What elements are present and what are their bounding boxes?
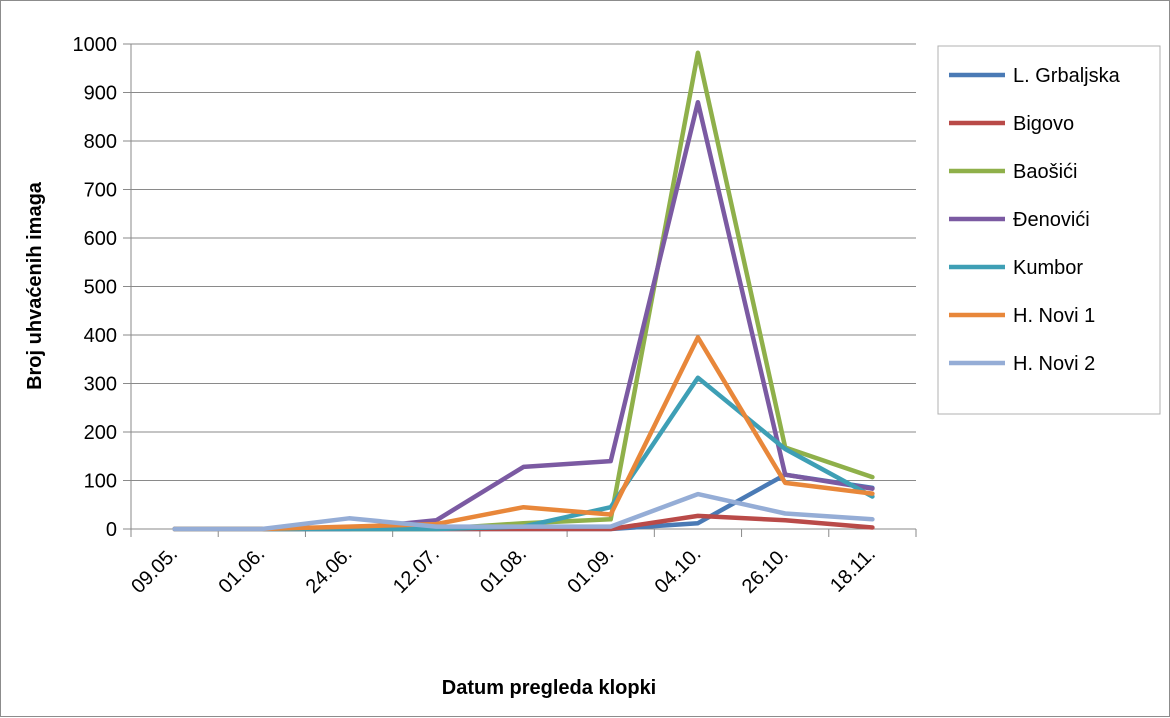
- series-line: [172, 99, 875, 532]
- x-tick-label: 12.07.: [389, 543, 444, 598]
- y-tick-label: 700: [84, 180, 117, 202]
- y-tick-label: 800: [84, 131, 117, 153]
- series-line: [172, 491, 875, 532]
- series-line: [172, 335, 875, 532]
- x-axis-title: Datum pregleda klopki: [442, 677, 657, 699]
- y-tick-label: 100: [84, 471, 117, 493]
- series-lines: [172, 50, 875, 532]
- x-tick-label: 24.06.: [302, 543, 357, 598]
- y-tick-label: 900: [84, 83, 117, 105]
- y-tick-label: 0: [106, 519, 117, 541]
- legend-label: L. Grbaljska: [1013, 65, 1121, 87]
- legend-label: Bigovo: [1013, 113, 1074, 135]
- legend: L. Grbaljska Bigovo Baošići Đenovići Kumbor H…: [937, 45, 1161, 415]
- y-tick-label: 300: [84, 374, 117, 396]
- x-tick-label: 09.05.: [127, 543, 182, 598]
- gridlines: [131, 43, 916, 530]
- x-tick-label: 04.10.: [651, 543, 706, 598]
- x-tick-label: 26.10.: [738, 543, 793, 598]
- y-tick-label: 500: [84, 277, 117, 299]
- y-tick-label: 200: [84, 422, 117, 444]
- legend-label: H. Novi 2: [1013, 353, 1095, 375]
- y-tick-label: 600: [84, 228, 117, 250]
- y-tick-label: 400: [84, 325, 117, 347]
- x-tick-label: 01.09.: [563, 543, 618, 598]
- axes: [123, 43, 917, 537]
- x-tick-label: 01.06.: [214, 543, 269, 598]
- legend-label: Đenovići: [1013, 209, 1090, 231]
- legend-box: [937, 45, 1161, 415]
- legend-label: Baošići: [1013, 161, 1077, 183]
- x-tick-label: 18.11.: [826, 543, 880, 597]
- legend-label: H. Novi 1: [1013, 305, 1095, 327]
- x-tick-labels: 09.05. 01.06. 24.06. 12.07. 01.08. 01.09. 04.1…: [127, 543, 880, 598]
- y-axis-title: Broj uhvaćenih imaga: [24, 181, 46, 390]
- y-tick-label: 1000: [73, 34, 118, 56]
- legend-label: Kumbor: [1013, 257, 1083, 279]
- y-tick-labels: 0 100 200 300 400 500 600 700 800 900 1000: [73, 34, 118, 541]
- x-tick-label: 01.08.: [476, 543, 531, 598]
